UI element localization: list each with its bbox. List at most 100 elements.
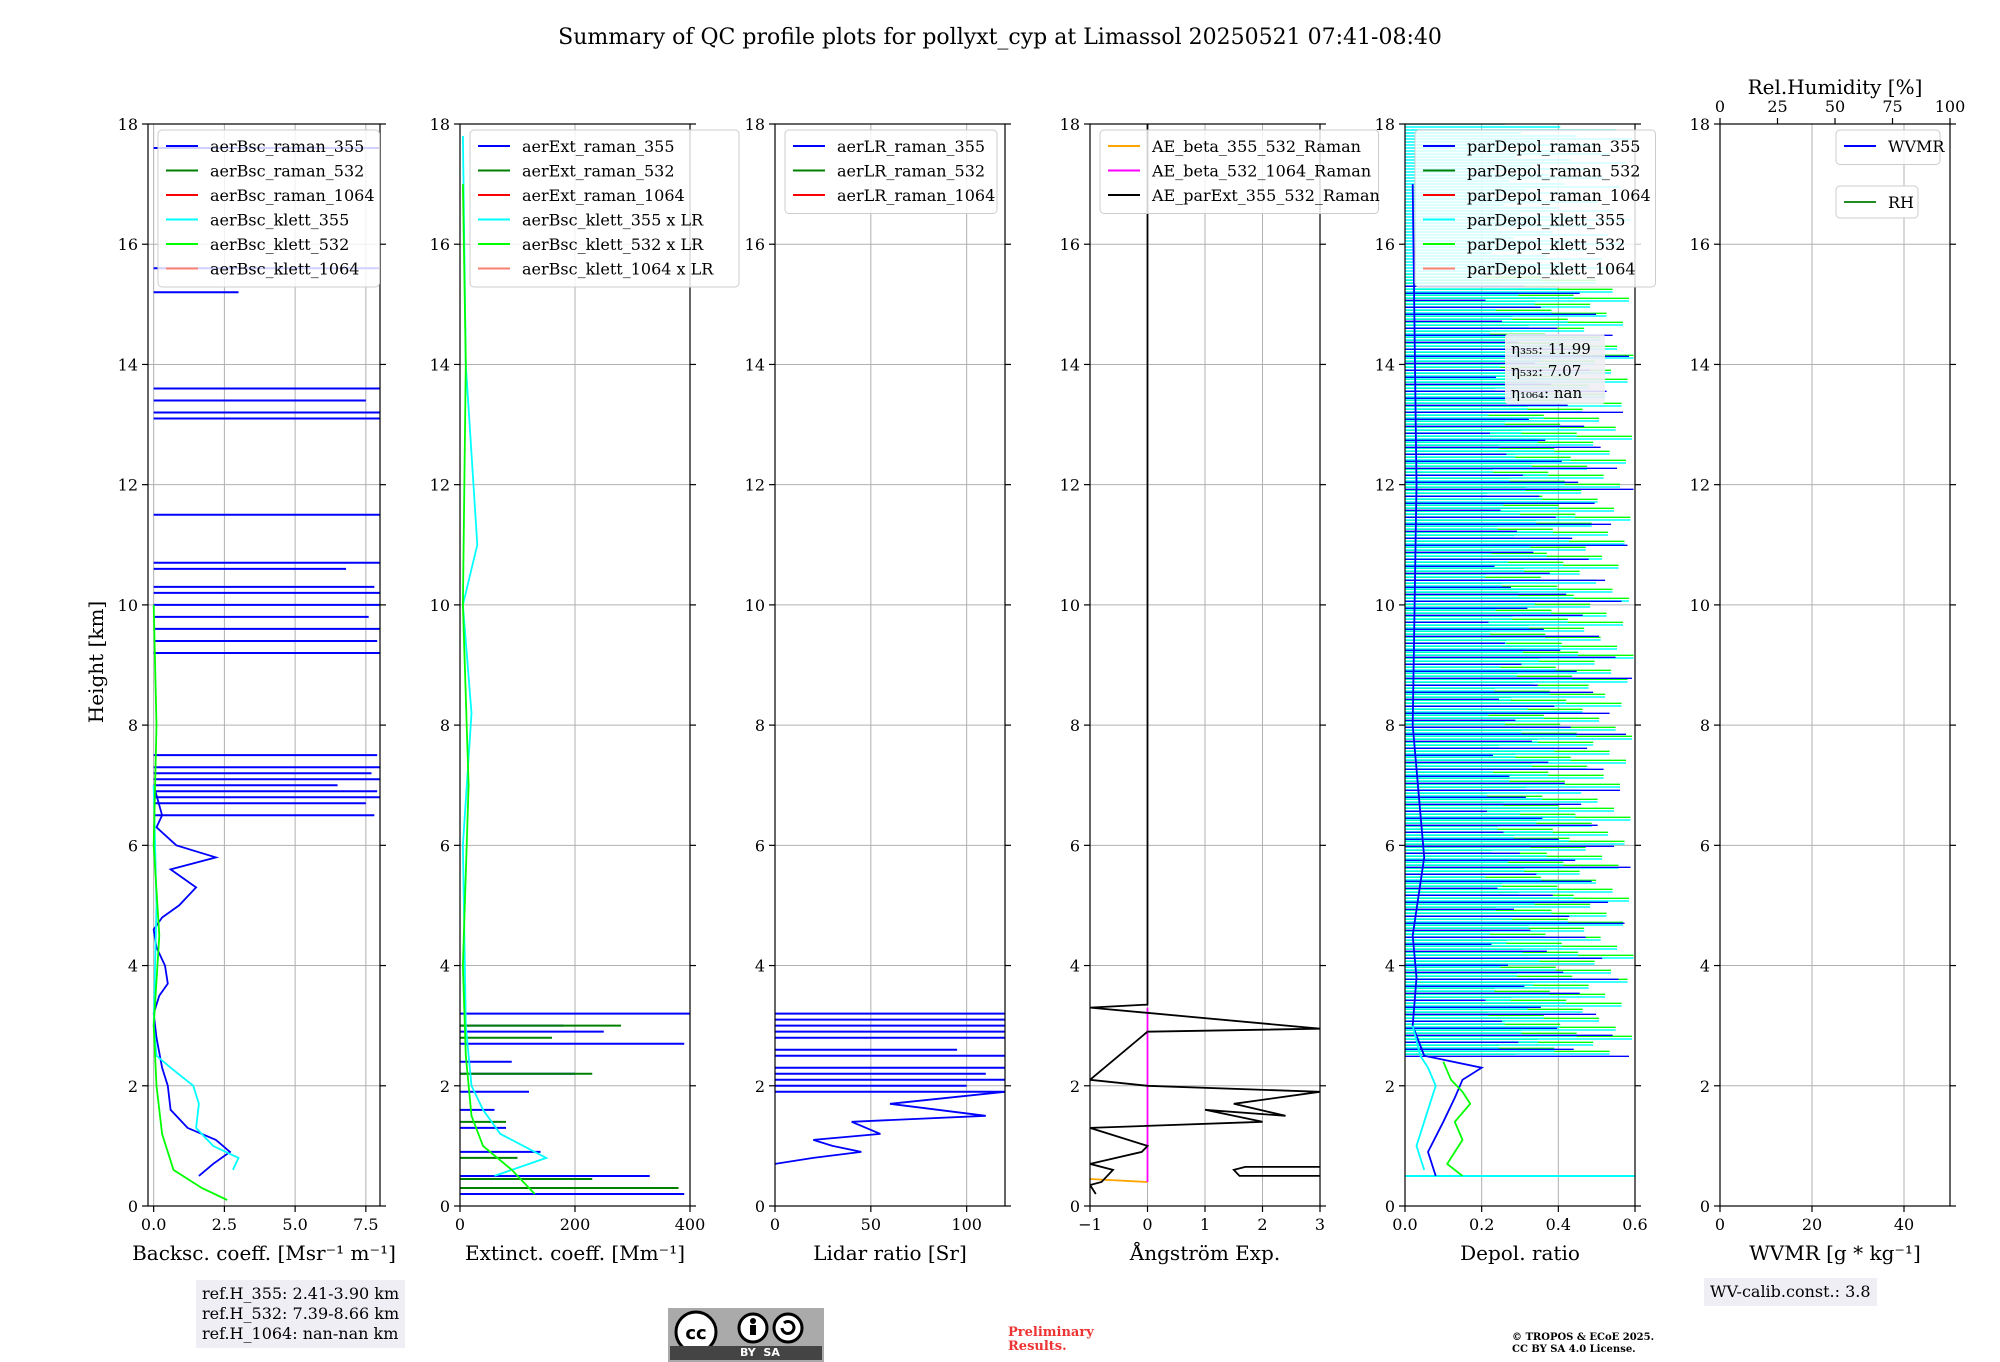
- legend-label: aerBsc_klett_355: [210, 211, 349, 230]
- legend-label: aerExt_raman_355: [522, 137, 675, 156]
- y-tick-label: 6: [440, 836, 450, 855]
- legend-label: parDepol_klett_355: [1467, 211, 1625, 230]
- preliminary-note: Preliminary Results.: [1008, 1326, 1094, 1354]
- x-axis-label: Lidar ratio [Sr]: [813, 1241, 967, 1265]
- eta-annotation-label: η₁₀₆₄: nan: [1511, 384, 1582, 402]
- legend-label: aerBsc_klett_1064 x LR: [522, 260, 714, 279]
- x-axis-label: Backsc. coeff. [Msr⁻¹ m⁻¹]: [132, 1241, 396, 1265]
- legend-label: aerExt_raman_1064: [522, 186, 685, 205]
- y-tick-label: 2: [440, 1077, 450, 1096]
- x-tick-label: 3: [1315, 1215, 1325, 1234]
- top-x-tick-label: 0: [1715, 97, 1725, 116]
- legend-label: aerBsc_klett_532 x LR: [522, 235, 704, 254]
- legend-label: parDepol_klett_1064: [1467, 260, 1636, 279]
- legend-label: aerBsc_klett_355 x LR: [522, 211, 704, 230]
- legend2-label: RH: [1888, 193, 1914, 212]
- legend-label: aerExt_raman_532: [522, 162, 675, 181]
- y-tick-label: 12: [1060, 476, 1080, 495]
- y-tick-label: 0: [128, 1197, 138, 1216]
- panel-5: 0 2 4 6 8 10 12 14 16 18 0.0 0.2 0.4 0.6 Depol. ratio p…: [1375, 115, 1656, 1265]
- plot-area: [775, 124, 1005, 1206]
- plot-area: [460, 124, 690, 1206]
- copyright-line-1: © TROPOS & ECoE 2025.: [1512, 1332, 1655, 1343]
- y-tick-label: 2: [1385, 1077, 1395, 1096]
- x-tick-label: 400: [675, 1215, 706, 1234]
- y-tick-label: 8: [128, 716, 138, 735]
- ref-height-532: ref.H_532: 7.39-8.66 km: [202, 1304, 400, 1323]
- legend-box: [1835, 129, 1941, 165]
- x-tick-label: 0.2: [1469, 1215, 1494, 1234]
- y-tick-label: 0: [1385, 1197, 1395, 1216]
- eta-annotation-label: η₅₃₂: 7.07: [1511, 362, 1581, 380]
- x-tick-label: 0.0: [1392, 1215, 1417, 1234]
- x-tick-label: 0.0: [141, 1215, 166, 1234]
- y-tick-label: 6: [1385, 836, 1395, 855]
- cc-badge-top: cc: [670, 1310, 822, 1354]
- y-tick-label: 8: [440, 716, 450, 735]
- panel-6: 0 2 4 6 8 10 12 14 16 18 0 20 40 WVMR [g * kg⁻¹] 0 25 50…: [1690, 75, 1966, 1265]
- top-x-tick-label: 50: [1825, 97, 1845, 116]
- y-tick-label: 14: [430, 355, 450, 374]
- y-tick-label: 18: [745, 115, 765, 134]
- y-tick-label: 2: [128, 1077, 138, 1096]
- y-tick-label: 6: [1070, 836, 1080, 855]
- preliminary-line-1: Preliminary: [1008, 1325, 1094, 1340]
- wv-calib-info: WV-calib.const.: 3.8: [1704, 1278, 1877, 1306]
- profile-line: [461, 135, 549, 1177]
- top-x-tick-label: 100: [1935, 97, 1966, 116]
- top-axis-label: Rel.Humidity [%]: [1748, 75, 1923, 99]
- x-tick-label: 0.4: [1546, 1215, 1571, 1234]
- legend-label: AE_beta_532_1064_Raman: [1151, 162, 1371, 181]
- y-tick-label: 18: [1375, 115, 1395, 134]
- cc-icons: cc: [674, 1310, 804, 1354]
- panel-3: 0 2 4 6 8 10 12 14 16 18 0 50 100 Lidar ratio [Sr] aer…: [745, 115, 1011, 1265]
- legend-label: aerBsc_raman_1064: [210, 186, 375, 205]
- y-tick-label: 18: [430, 115, 450, 134]
- legend-label: aerLR_raman_355: [837, 137, 985, 156]
- ref-height-355: ref.H_355: 2.41-3.90 km: [202, 1284, 400, 1303]
- x-tick-label: 0: [1715, 1215, 1725, 1234]
- x-tick-label: 200: [560, 1215, 591, 1234]
- y-tick-label: 4: [1070, 957, 1080, 976]
- legend-label: AE_beta_355_532_Raman: [1151, 137, 1361, 156]
- x-tick-label: −1: [1078, 1215, 1102, 1234]
- profile-line: [1442, 1061, 1472, 1177]
- legend: AE_beta_355_532_Raman AE_beta_532_1064_Ra…: [1099, 129, 1380, 214]
- profile-line: [461, 184, 536, 1195]
- ref-height-info: ref.H_355: 2.41-3.90 km ref.H_532: 7.39-…: [196, 1280, 406, 1348]
- y-tick-label: 6: [1700, 836, 1710, 855]
- legend-label: aerBsc_raman_355: [210, 137, 364, 156]
- y-tick-label: 12: [745, 476, 765, 495]
- legend-box: [784, 129, 998, 214]
- y-tick-label: 16: [118, 235, 138, 254]
- y-tick-label: 14: [1060, 355, 1080, 374]
- cc-license-badge: cc BY SA: [668, 1308, 824, 1362]
- y-tick-label: 4: [1700, 957, 1710, 976]
- y-tick-label: 4: [755, 957, 765, 976]
- y-tick-label: 8: [1700, 716, 1710, 735]
- y-tick-label: 14: [1375, 355, 1395, 374]
- legend-box: [157, 129, 380, 288]
- profile-line: [152, 785, 240, 1171]
- y-tick-label: 10: [1060, 596, 1080, 615]
- legend-label: AE_parExt_355_532_Raman: [1151, 186, 1380, 205]
- top-x-tick-label: 25: [1767, 97, 1787, 116]
- legend-label: aerBsc_raman_532: [210, 162, 364, 181]
- profile-line: [1090, 124, 1320, 1195]
- legend-label: WVMR: [1888, 137, 1945, 156]
- x-tick-label: 5.0: [282, 1215, 307, 1234]
- y-tick-label: 18: [1060, 115, 1080, 134]
- copyright-line-2: CC BY SA 4.0 License.: [1512, 1344, 1636, 1355]
- copyright-note: © TROPOS & ECoE 2025. CC BY SA 4.0 Licen…: [1512, 1332, 1654, 1356]
- x-tick-label: 40: [1894, 1215, 1914, 1234]
- profile-line: [1411, 184, 1485, 1177]
- ref-height-1064: ref.H_1064: nan-nan km: [202, 1324, 399, 1343]
- legend: WVMR RH: [1835, 129, 1945, 219]
- x-tick-label: 7.5: [353, 1215, 378, 1234]
- x-tick-label: 0: [770, 1215, 780, 1234]
- profile-line: [775, 1090, 1005, 1165]
- legend: aerExt_raman_355 aerExt_raman_532 aerExt_r…: [469, 129, 740, 288]
- y-tick-label: 18: [1690, 115, 1710, 134]
- x-tick-label: 0: [455, 1215, 465, 1234]
